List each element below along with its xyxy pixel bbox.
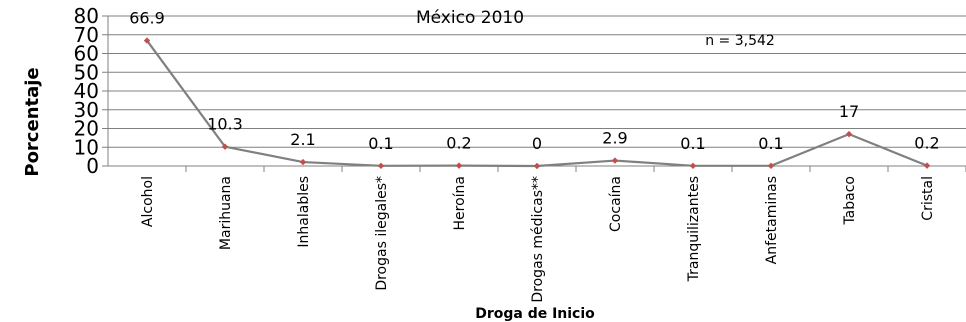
- data-point: [221, 143, 229, 150]
- category-label: Heroína: [452, 176, 468, 231]
- x-axis-title: Droga de Inicio: [475, 306, 595, 322]
- y-tick-label: 70: [74, 23, 99, 47]
- category-label: Tranquilizantes: [686, 176, 702, 282]
- data-label: 0: [532, 134, 542, 153]
- category-label: Alcohol: [140, 176, 156, 227]
- data-label: 0.1: [680, 134, 705, 153]
- x-axis-categories: Alcohol Marihuana Inhalables Drogas ilegale…: [140, 166, 966, 303]
- y-tick-label: 10: [74, 135, 99, 159]
- data-point: [611, 157, 619, 164]
- series-group: [143, 37, 931, 170]
- y-tick-label: 60: [74, 42, 99, 66]
- data-label: 2.1: [290, 130, 315, 149]
- data-label: 0.1: [758, 134, 783, 153]
- y-tick-label: 50: [74, 60, 99, 84]
- y-axis-title: Porcentaje: [22, 67, 43, 176]
- chart-title: México 2010: [416, 8, 524, 28]
- data-label: 0.2: [446, 134, 471, 153]
- data-point: [377, 162, 385, 170]
- category-label: Inhalables: [296, 176, 312, 248]
- category-label: Marihuana: [218, 176, 234, 250]
- data-point: [455, 162, 463, 169]
- data-point: [533, 162, 541, 170]
- y-tick-label: 20: [74, 117, 99, 141]
- data-point: [845, 130, 853, 138]
- data-point: [767, 162, 775, 170]
- data-label: 17: [839, 102, 859, 121]
- y-tick-label: 80: [74, 4, 99, 28]
- category-label: Drogas médicas**: [530, 176, 546, 303]
- y-tick-label: 30: [74, 98, 99, 122]
- data-label: 0.2: [914, 134, 939, 153]
- data-label: 10.3: [207, 115, 243, 134]
- category-label: Drogas ilegales*: [374, 176, 390, 291]
- y-tick-label: 0: [86, 154, 99, 178]
- data-labels-group: 66.9 10.3 2.1 0.1 0.2 0 2.9 0.1 0.1 17 0.2: [129, 9, 940, 153]
- data-point: [143, 37, 151, 44]
- category-label: Cristal: [920, 176, 936, 221]
- gridlines: [108, 15, 966, 148]
- data-label: 2.9: [602, 129, 627, 148]
- category-label: Cocaína: [608, 176, 624, 232]
- data-point: [689, 162, 697, 170]
- sample-size-note: n = 3,542: [705, 33, 775, 49]
- category-label: Anfetaminas: [764, 176, 780, 264]
- data-point: [299, 158, 307, 166]
- data-label: 0.1: [368, 134, 393, 153]
- category-label: Tabaco: [842, 176, 858, 226]
- data-label: 66.9: [129, 9, 165, 28]
- y-tick-label: 40: [74, 79, 99, 103]
- data-point: [923, 162, 931, 169]
